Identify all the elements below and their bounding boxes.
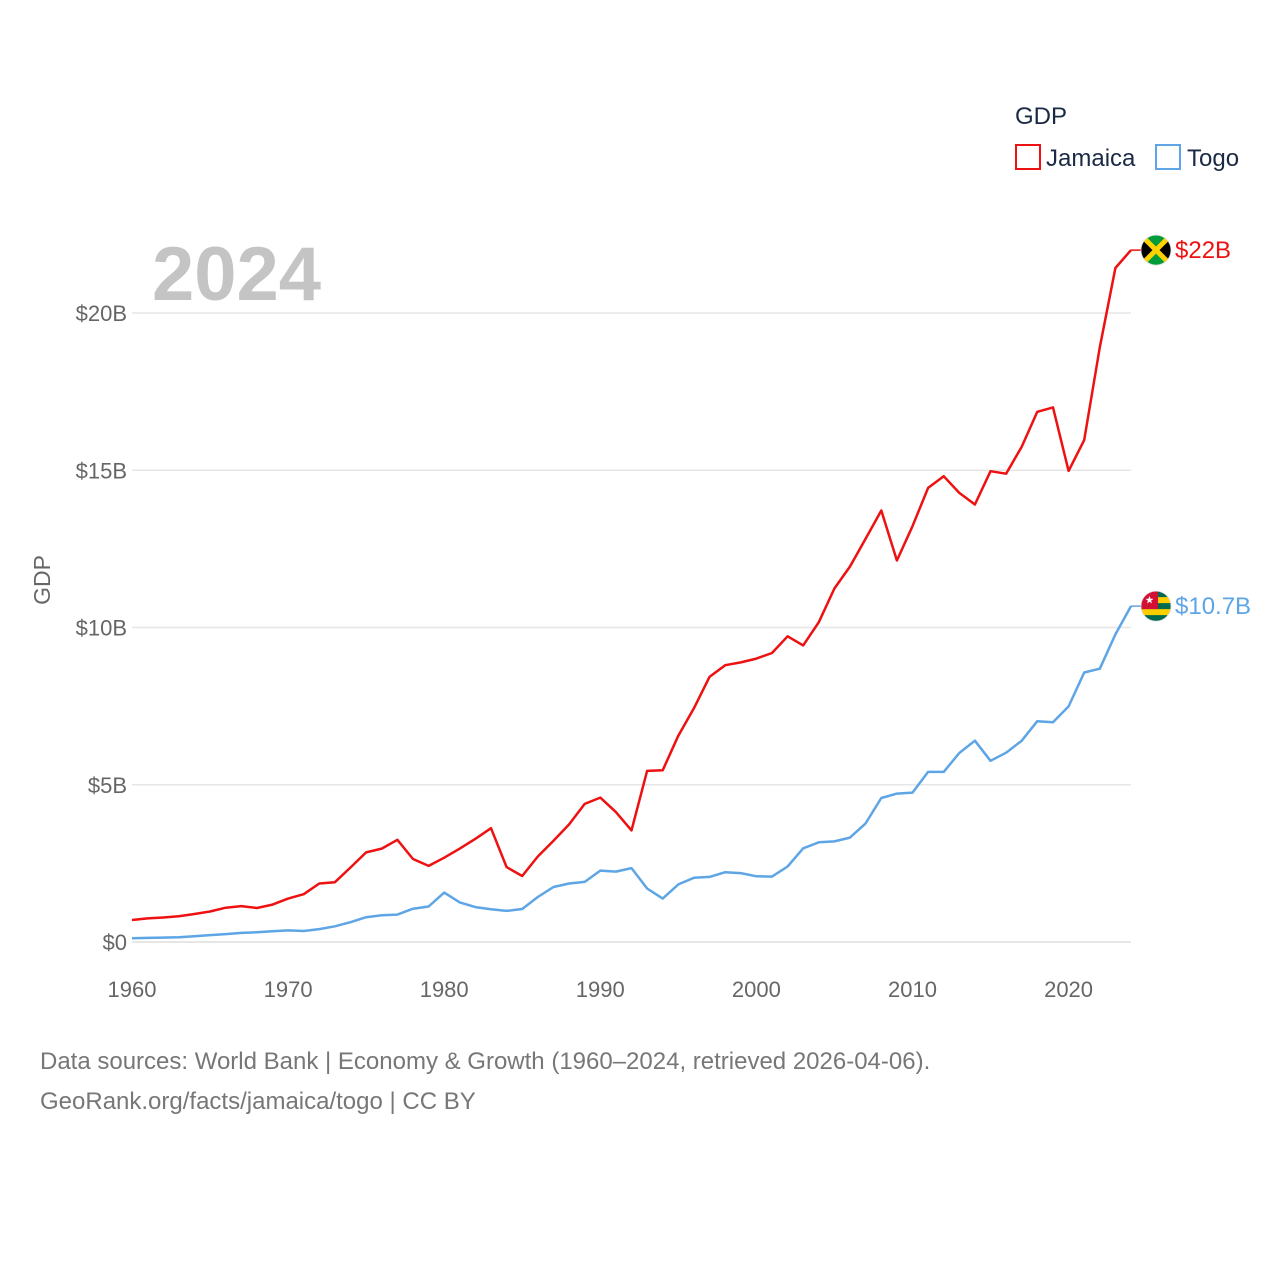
x-tick-label-0: 1960: [108, 977, 157, 1002]
togo-flag-icon: [1140, 590, 1172, 622]
x-tick-label-2: 1980: [420, 977, 469, 1002]
source-footer: Data sources: World Bank | Economy & Gro…: [40, 1042, 1240, 1122]
legend-label-togo: Togo: [1187, 145, 1239, 172]
jamaica-flag-icon: [1140, 234, 1172, 266]
legend-title: GDP: [1015, 103, 1067, 130]
x-tick-label-4: 2000: [732, 977, 781, 1002]
x-axis-ticks: 1960 1970 1980 1990 2000 2010 2020: [108, 977, 1094, 1002]
x-tick-label-3: 1990: [576, 977, 625, 1002]
series-line-togo: [131, 605, 1133, 940]
legend-label-jamaica: Jamaica: [1046, 145, 1136, 172]
y-axis-label: GDP: [29, 555, 55, 605]
x-tick-label-6: 2020: [1044, 977, 1093, 1002]
y-tick-label-1: $5B: [88, 773, 127, 798]
y-tick-label-3: $15B: [76, 458, 127, 483]
y-axis-ticks: $0 $5B $10B $15B $20B: [76, 301, 127, 955]
series-layer: $22B $10.7B: [131, 234, 1251, 940]
x-tick-label-1: 1970: [264, 977, 313, 1002]
end-value-label-togo: $10.7B: [1175, 593, 1251, 620]
legend-item-togo[interactable]: Togo: [1155, 144, 1239, 172]
source-line-1: Data sources: World Bank | Economy & Gro…: [40, 1048, 931, 1075]
y-tick-label-0: $0: [103, 930, 127, 955]
legend-item-jamaica[interactable]: Jamaica: [1015, 144, 1136, 172]
source-line-2[interactable]: GeoRank.org/facts/jamaica/togo | CC BY: [40, 1088, 476, 1115]
legend-swatch-togo: [1155, 144, 1181, 170]
y-tick-label-4: $20B: [76, 301, 127, 326]
end-value-label-jamaica: $22B: [1175, 237, 1231, 264]
legend-swatch-jamaica: [1015, 144, 1041, 170]
y-tick-label-2: $10B: [76, 616, 127, 641]
year-title: 2024: [152, 232, 321, 317]
gridlines: [132, 312, 1131, 943]
x-tick-label-5: 2010: [888, 977, 937, 1002]
series-line-jamaica: [131, 249, 1132, 922]
legend: GDP Jamaica Togo: [1015, 103, 1239, 172]
